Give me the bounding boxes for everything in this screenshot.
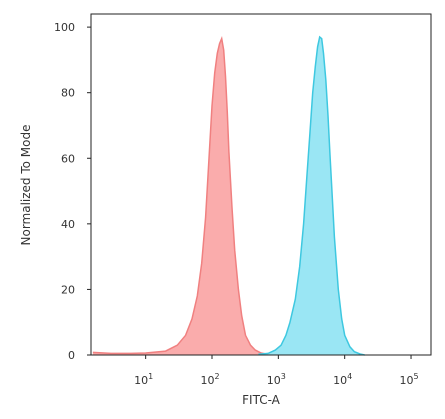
x-tick-label: 103 — [267, 372, 286, 387]
x-tick-label: 105 — [399, 372, 418, 387]
y-tick-label: 40 — [61, 218, 75, 231]
x-tick-label: 102 — [200, 372, 219, 387]
y-tick-label: 80 — [61, 87, 75, 100]
y-axis-ticks: 0 20 40 60 80 100 — [54, 21, 91, 362]
y-axis-title: Normalized To Mode — [19, 124, 33, 245]
y-tick-label: 0 — [68, 349, 75, 362]
plot-frame — [90, 13, 432, 356]
series-2-area — [258, 37, 365, 355]
series-2-line — [258, 35, 365, 356]
x-tick-label: 101 — [134, 372, 153, 387]
series-layer — [92, 35, 365, 356]
y-tick-label: 20 — [61, 283, 75, 296]
y-tick-label: 60 — [61, 152, 75, 165]
series-1-area — [92, 38, 269, 355]
series-1-line — [92, 35, 269, 356]
y-tick-label: 100 — [54, 21, 75, 34]
x-axis-ticks: 101 102 103 104 105 — [134, 355, 419, 387]
x-tick-label: 104 — [333, 372, 352, 387]
x-axis-title: FITC-A — [242, 393, 281, 407]
